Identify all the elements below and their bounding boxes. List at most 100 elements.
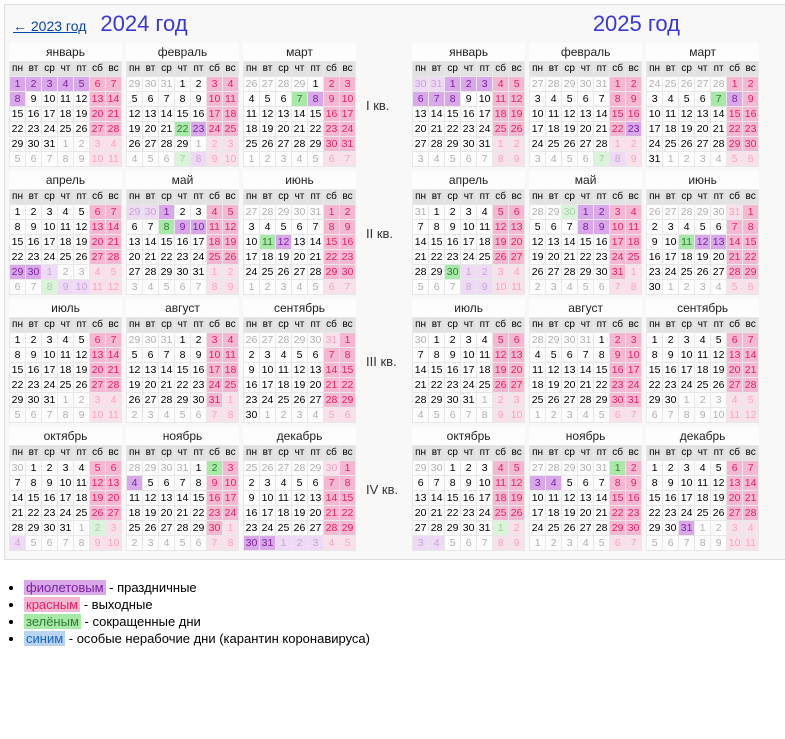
day-cell: 28 (546, 461, 562, 476)
day-cell: 11 (546, 107, 562, 122)
day-cell: 17 (191, 235, 207, 250)
day-cell: 9 (90, 536, 106, 551)
day-cell: 1 (10, 77, 26, 92)
month-2025-4: апрельпнвтсрчтптсбвс31123456789101112131… (412, 171, 525, 295)
day-header: пн (244, 190, 260, 205)
day-cell: 27 (260, 77, 276, 92)
month-2025-3: мартпнвтсрчтптсбвс2425262728123456789101… (646, 43, 759, 167)
back-link[interactable]: ← 2023 год (13, 18, 86, 34)
day-cell: 5 (74, 77, 90, 92)
day-cell: 8 (42, 280, 58, 295)
day-cell: 10 (626, 348, 642, 363)
day-cell: 3 (461, 333, 477, 348)
day-cell: 4 (711, 280, 727, 295)
day-header: пн (530, 446, 546, 461)
day-cell: 27 (727, 378, 743, 393)
day-cell: 1 (578, 205, 594, 220)
day-cell: 16 (191, 363, 207, 378)
day-cell: 29 (308, 461, 324, 476)
day-cell: 3 (413, 152, 429, 167)
day-cell: 18 (679, 250, 695, 265)
day-cell: 4 (127, 476, 143, 491)
day-cell: 10 (493, 280, 509, 295)
day-header: ср (562, 446, 578, 461)
day-cell: 18 (546, 122, 562, 137)
day-cell: 12 (276, 235, 292, 250)
day-cell: 11 (530, 363, 546, 378)
day-header: сб (493, 190, 509, 205)
day-cell: 4 (562, 280, 578, 295)
day-cell: 29 (340, 521, 356, 536)
day-cell: 26 (74, 122, 90, 137)
day-cell: 13 (90, 92, 106, 107)
day-cell: 30 (10, 461, 26, 476)
day-cell: 19 (509, 491, 525, 506)
day-cell: 5 (679, 92, 695, 107)
day-cell: 3 (143, 408, 159, 423)
day-cell: 21 (106, 107, 122, 122)
day-cell: 15 (743, 235, 759, 250)
day-cell: 24 (207, 378, 223, 393)
day-header: ср (276, 318, 292, 333)
day-cell: 23 (26, 378, 42, 393)
day-cell: 22 (578, 250, 594, 265)
day-cell: 5 (159, 280, 175, 295)
month-table: пнвтсрчтптсбвс27282930311234567891011121… (529, 445, 642, 551)
day-cell: 19 (546, 378, 562, 393)
day-cell: 14 (324, 363, 340, 378)
day-cell: 18 (58, 235, 74, 250)
day-header: ср (42, 62, 58, 77)
day-cell: 27 (260, 333, 276, 348)
day-cell: 8 (10, 220, 26, 235)
day-cell: 7 (594, 92, 610, 107)
day-header: вс (509, 318, 525, 333)
day-cell: 13 (695, 107, 711, 122)
day-cell: 3 (493, 265, 509, 280)
day-cell: 27 (711, 265, 727, 280)
day-cell: 30 (578, 77, 594, 92)
day-cell: 19 (562, 506, 578, 521)
day-cell: 30 (578, 461, 594, 476)
day-header: вс (223, 446, 239, 461)
day-cell: 20 (509, 363, 525, 378)
day-cell: 16 (445, 235, 461, 250)
month-name: июнь (243, 171, 356, 189)
month-2024-10: октябрьпнвтсрчтптсбвс3012345678910111213… (9, 427, 122, 551)
day-cell: 10 (530, 491, 546, 506)
day-cell: 20 (276, 122, 292, 137)
day-cell: 5 (562, 92, 578, 107)
day-cell: 10 (90, 408, 106, 423)
day-cell: 26 (127, 393, 143, 408)
day-cell: 14 (159, 363, 175, 378)
day-cell: 10 (207, 92, 223, 107)
day-cell: 8 (610, 152, 626, 167)
day-cell: 27 (159, 521, 175, 536)
header-row: ← 2023 год 2024 год 2025 год (9, 9, 784, 43)
day-cell: 15 (340, 363, 356, 378)
month-2024-7: июльпнвтсрчтптсбвс1234567891011121314151… (9, 299, 122, 423)
day-cell: 5 (175, 536, 191, 551)
day-cell: 3 (477, 77, 493, 92)
day-cell: 4 (308, 408, 324, 423)
month-2024-4: апрельпнвтсрчтптсбвс12345678910111213141… (9, 171, 122, 295)
day-cell: 24 (647, 137, 663, 152)
day-cell: 18 (244, 122, 260, 137)
day-cell: 6 (340, 408, 356, 423)
day-cell: 11 (106, 152, 122, 167)
day-cell: 5 (292, 348, 308, 363)
day-cell: 11 (223, 348, 239, 363)
day-cell: 15 (308, 107, 324, 122)
day-cell: 5 (260, 92, 276, 107)
day-header: пт (594, 190, 610, 205)
day-header: сб (90, 190, 106, 205)
day-cell: 9 (223, 280, 239, 295)
legend: фиолетовым - праздничныекрасным - выходн… (4, 580, 781, 646)
day-header: ср (159, 62, 175, 77)
day-cell: 13 (578, 107, 594, 122)
day-cell: 6 (159, 152, 175, 167)
day-cell: 8 (429, 348, 445, 363)
day-cell: 2 (509, 521, 525, 536)
day-cell: 4 (74, 461, 90, 476)
day-cell: 22 (175, 378, 191, 393)
day-cell: 4 (695, 333, 711, 348)
